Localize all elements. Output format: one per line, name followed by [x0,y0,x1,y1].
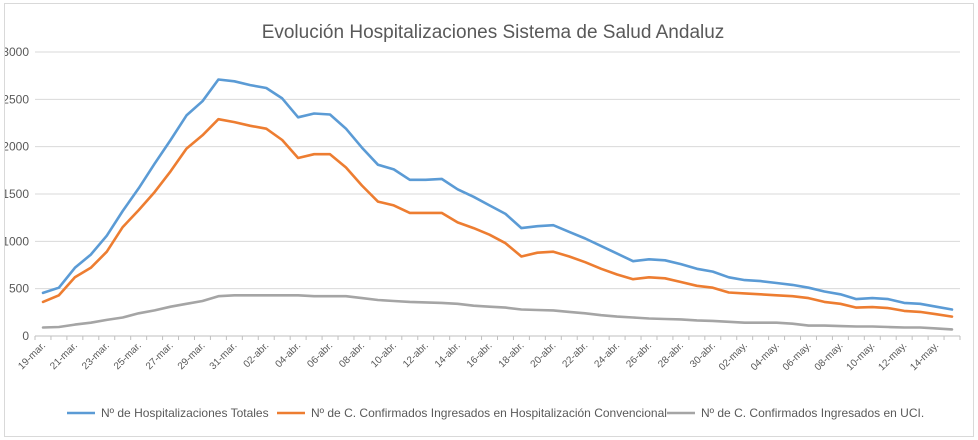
x-tick-label: 30-abr. [688,340,718,370]
x-tick-label: 28-abr. [656,340,686,370]
x-tick-label: 18-abr. [497,340,527,370]
series-line-2 [41,117,954,318]
y-tick-label: 1000 [5,234,29,248]
series-lines [41,78,954,331]
x-tick-label: 29-mar. [176,340,208,372]
x-tick-label: 12-may. [876,340,909,373]
x-tick-label: 12-abr. [401,340,431,370]
x-tick-label: 31-mar. [208,340,240,372]
x-tick-label: 24-abr. [592,340,622,370]
y-tick-label: 500 [9,282,29,296]
x-tick-label: 04-may. [749,340,782,373]
line-chart: Evolución Hospitalizaciones Sistema de S… [5,22,961,420]
legend-label: Nº de C. Confirmados Ingresados en Hospi… [311,406,667,420]
y-axis: 0 500 1000 1500 2000 2500 3000 [5,45,29,343]
legend-label: Nº de C. Confirmados Ingresados en UCI. [701,406,924,420]
x-tick-label: 14-abr. [433,340,463,370]
x-tick-label: 02-may. [717,340,750,373]
x-tick-label: 23-mar. [80,340,112,372]
x-tick-label: 20-abr. [529,340,559,370]
x-tick-label: 06-may. [781,340,814,373]
x-tick-label: 21-mar. [48,340,80,372]
y-tick-label: 0 [22,329,29,343]
x-tick-label: 10-abr. [369,340,399,370]
x-tick-label: 22-abr. [561,340,591,370]
series-line-1 [41,78,954,311]
x-tick-label: 16-abr. [465,340,495,370]
legend: Nº de Hospitalizaciones Totales Nº de C. … [67,406,924,420]
x-tick-label: 02-abr. [242,340,272,370]
chart-frame: Evolución Hospitalizaciones Sistema de S… [4,3,974,437]
y-tick-label: 2000 [5,140,29,154]
x-tick-label: 26-abr. [624,340,654,370]
x-tick-label: 04-abr. [273,340,303,370]
x-tick-label: 14-may. [908,340,941,373]
legend-label: Nº de Hospitalizaciones Totales [101,406,269,420]
x-tick-label: 27-mar. [144,340,176,372]
y-tick-label: 3000 [5,45,29,59]
x-tick-label: 08-may. [813,340,846,373]
x-tick-label: 19-mar. [16,340,48,372]
gridlines [35,51,960,337]
x-tick-label: 25-mar. [112,340,144,372]
y-tick-label: 2500 [5,92,29,106]
x-tick-label: 08-abr. [337,340,367,370]
series-line-3 [41,293,954,331]
x-tick-label: 10-may. [845,340,878,373]
y-tick-label: 1500 [5,187,29,201]
x-tick-label: 06-abr. [305,340,335,370]
x-axis: 19-mar. 21-mar. 23-mar. 25-mar. 27-mar. 29-ma… [16,336,961,373]
chart-title: Evolución Hospitalizaciones Sistema de S… [262,22,725,43]
